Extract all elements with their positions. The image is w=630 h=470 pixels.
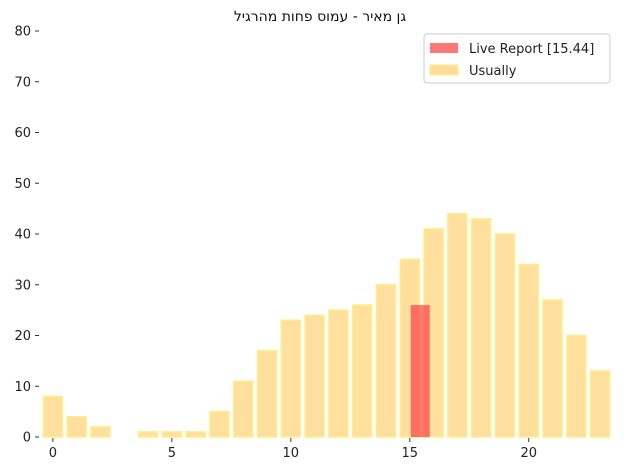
y-tick-label: 20 — [14, 329, 31, 344]
legend-swatch-live — [430, 43, 458, 53]
usual-bar — [304, 314, 325, 438]
usual-bar — [518, 263, 539, 438]
usual-bar — [42, 395, 64, 438]
usual-bars — [42, 212, 611, 438]
live-bar — [410, 305, 430, 437]
usual-bar — [161, 431, 183, 438]
usual-bar — [66, 415, 87, 438]
y-tick-label: 60 — [14, 126, 31, 141]
usual-bar — [209, 410, 230, 438]
chart-title: גן מאיר - עמוס פחות מהרגיל — [234, 9, 407, 25]
legend-box — [423, 33, 611, 84]
usual-bar — [494, 233, 516, 438]
x-tick-label: 20 — [520, 446, 537, 461]
usual-bar — [137, 431, 159, 438]
x-tick-label: 15 — [401, 446, 418, 461]
usual-bar — [542, 299, 563, 438]
usual-bar — [90, 426, 111, 438]
x-axis: 0 5 10 15 20 — [49, 438, 537, 461]
y-tick-label: 0 — [23, 431, 31, 446]
x-tick-label: 5 — [168, 446, 176, 461]
y-tick-label: 50 — [14, 177, 31, 192]
usual-bar — [375, 284, 397, 438]
usual-bar — [351, 304, 373, 438]
y-tick-label: 70 — [14, 75, 31, 90]
y-tick-label: 10 — [14, 380, 31, 395]
y-tick-label: 40 — [14, 228, 31, 243]
x-tick-label: 0 — [49, 446, 57, 461]
usual-bar — [447, 212, 468, 438]
usual-bar — [280, 319, 302, 438]
usual-bar — [232, 380, 254, 438]
usual-bar — [256, 349, 278, 438]
x-tick-label: 10 — [283, 446, 300, 461]
usual-bar — [566, 334, 587, 438]
usual-bar — [328, 309, 349, 438]
usual-bar — [589, 370, 611, 438]
legend-swatch-usual — [429, 64, 459, 76]
legend-label-live: Live Report [15.44] — [469, 42, 594, 57]
legend-label-usual: Usually — [469, 64, 517, 79]
legend: Live Report [15.44] Usually — [423, 33, 611, 84]
y-tick-label: 80 — [14, 25, 31, 40]
y-axis: 0 10 20 30 40 50 60 70 80 — [14, 25, 39, 446]
y-tick-label: 30 — [14, 278, 31, 293]
usual-bar — [470, 218, 492, 438]
live-bars — [410, 305, 430, 437]
usual-bar — [185, 431, 206, 438]
